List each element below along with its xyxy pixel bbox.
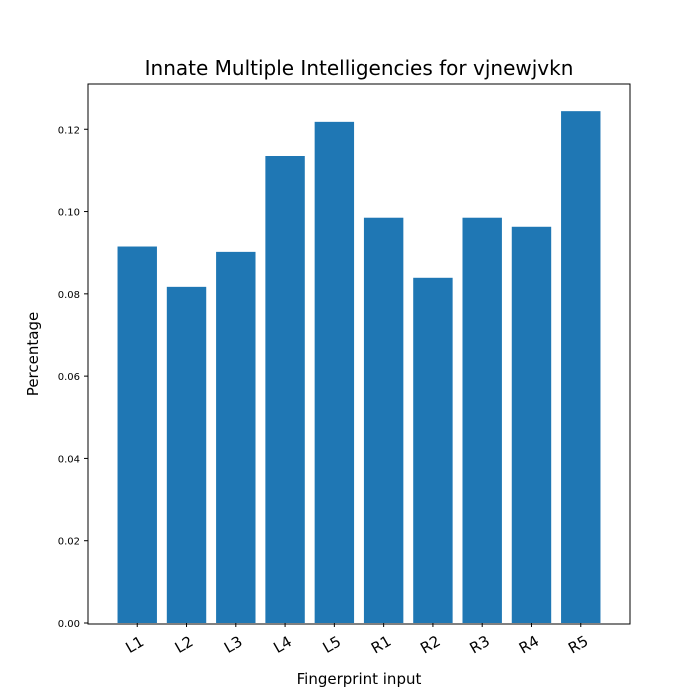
bar-r1 (363, 217, 404, 623)
x-tick-label: R2 (417, 632, 443, 658)
y-tick-label: 0.10 (58, 208, 80, 219)
y-tick-label: 0.04 (58, 454, 80, 465)
y-axis: 0.00 0.02 0.04 0.06 0.08 0.10 0.12 (58, 125, 88, 630)
x-tick-label: L5 (320, 632, 345, 657)
x-tick-label: R4 (516, 632, 542, 658)
x-tick-label: L1 (122, 632, 147, 657)
bar-l3 (216, 251, 256, 623)
bar-l4 (265, 156, 305, 623)
x-axis: L1 L2 L3 L4 L5 R1 R2 R3 R4 R5 (122, 623, 591, 657)
y-axis-label: Percentage (24, 312, 42, 396)
bar-r3 (462, 217, 502, 623)
x-tick-label: R3 (467, 632, 493, 658)
x-tick-label: R1 (368, 632, 394, 658)
x-tick-label: L4 (270, 632, 295, 657)
bars-group (117, 111, 601, 623)
bar-l1 (117, 246, 157, 623)
chart-title: Innate Multiple Intelligencies for vjnew… (145, 56, 574, 80)
y-tick-label: 0.00 (58, 619, 80, 630)
x-axis-label: Fingerprint input (297, 670, 422, 688)
y-tick-label: 0.12 (58, 125, 80, 136)
bar-l5 (314, 121, 355, 623)
x-tick-label: R5 (565, 632, 591, 658)
y-tick-label: 0.08 (58, 290, 80, 301)
bar-r2 (413, 277, 453, 623)
x-tick-label: L3 (221, 632, 246, 657)
plot-frame (87, 83, 631, 625)
y-tick-label: 0.06 (58, 372, 80, 383)
bar-r5 (561, 111, 601, 623)
bar-r4 (511, 226, 552, 623)
x-tick-label: L2 (172, 632, 197, 657)
y-tick-label: 0.02 (58, 537, 80, 548)
bar-l2 (166, 286, 207, 623)
